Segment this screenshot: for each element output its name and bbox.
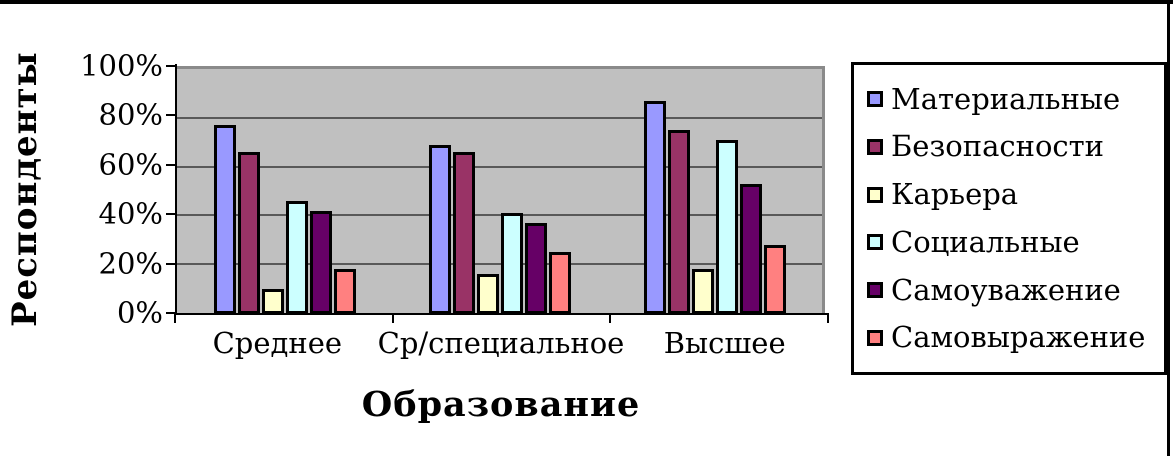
x-tick-mark (174, 313, 176, 323)
y-tick-label: 100% (80, 48, 163, 83)
y-tick-marks (166, 65, 175, 314)
bar (261, 288, 284, 313)
gridline-80 (177, 116, 822, 119)
legend-label: Материальные (891, 81, 1121, 116)
bar (452, 151, 475, 313)
legend-marker-icon (867, 186, 883, 203)
x-axis-title: Образование (361, 384, 641, 425)
gridlines (177, 69, 822, 313)
y-tick-mark (166, 163, 175, 166)
legend: Материальные Безопасности Карьера Социальны… (851, 62, 1167, 375)
bar-group-1 (177, 69, 392, 313)
gridline-20 (177, 263, 822, 266)
x-axis-line (175, 313, 828, 315)
bar (548, 252, 571, 313)
x-category-label: Ср/специальное (377, 326, 625, 360)
bar (667, 130, 690, 313)
y-tick-label: 0% (116, 295, 163, 330)
x-tick-labels: Среднее Ср/специальное Высшее (177, 326, 825, 362)
legend-item: Самоуважение (867, 269, 1160, 311)
y-tick-mark (166, 262, 175, 265)
legend-marker-icon (867, 234, 883, 251)
y-axis-line (175, 64, 177, 315)
bars (177, 69, 822, 313)
x-tick-mark (391, 313, 394, 323)
x-tick-mark (609, 313, 612, 323)
legend-label: Самоуважение (891, 272, 1121, 307)
legend-item: Самовыражение (867, 317, 1160, 359)
y-tick-mark (166, 312, 175, 314)
legend-item: Карьера (867, 174, 1160, 216)
y-tick-mark (166, 213, 175, 216)
legend-marker-icon (867, 91, 883, 107)
legend-item: Социальные (867, 221, 1160, 263)
bar-group-3 (607, 69, 822, 313)
legend-marker-icon (867, 329, 883, 346)
bar (285, 200, 308, 313)
bar (237, 151, 260, 313)
bar (691, 269, 714, 313)
bar (739, 183, 762, 313)
y-tick-mark (166, 114, 175, 117)
x-tick-marks (174, 313, 829, 323)
bar-group-2 (392, 69, 607, 313)
bar (763, 244, 786, 313)
plot-area (177, 66, 825, 313)
legend-label: Безопасности (891, 129, 1105, 164)
y-tick-label: 80% (98, 97, 163, 132)
x-tick-mark (827, 313, 829, 323)
legend-marker-icon (867, 282, 883, 299)
legend-label: Социальные (891, 224, 1080, 259)
gridline-40 (177, 214, 822, 217)
y-tick-mark (166, 65, 175, 67)
document-top-border (0, 0, 1173, 4)
y-tick-labels: 0% 20% 40% 60% 80% 100% (40, 51, 163, 327)
bar (524, 222, 547, 313)
y-tick-label: 60% (98, 147, 163, 182)
document-right-border (1167, 0, 1170, 456)
legend-label: Карьера (891, 177, 1019, 212)
bar (643, 100, 666, 313)
gridline-60 (177, 165, 822, 168)
bar (428, 144, 451, 313)
x-category-label: Среднее (212, 326, 343, 360)
bar (309, 210, 332, 313)
y-tick-label: 20% (98, 246, 163, 281)
bar (500, 212, 523, 313)
bar (333, 269, 356, 313)
bar (213, 125, 236, 313)
legend-marker-icon (867, 138, 883, 155)
legend-label: Самовыражение (891, 320, 1146, 355)
legend-item: Материальные (867, 78, 1160, 120)
legend-item: Безопасности (867, 126, 1160, 168)
bar (715, 139, 738, 313)
x-category-label: Высшее (663, 326, 786, 360)
y-tick-label: 40% (98, 196, 163, 231)
bar (476, 273, 499, 313)
